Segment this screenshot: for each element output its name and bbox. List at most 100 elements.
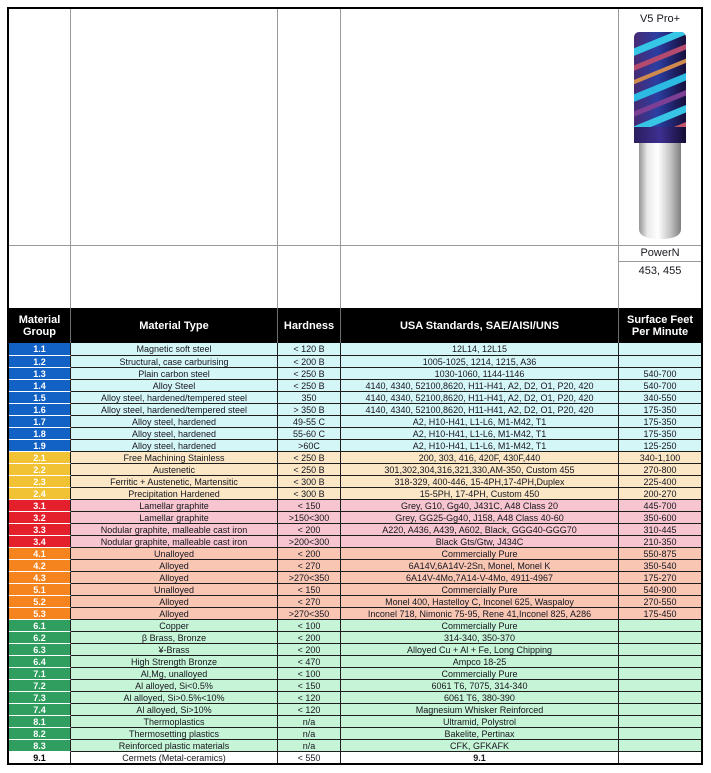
material-type-cell: Copper [71,619,278,631]
table-row: 1.4 Alloy Steel < 250 B 4140, 4340, 5210… [9,379,701,391]
product-name-label: V5 Pro+ [639,13,681,25]
sfm-cell [619,715,701,727]
material-group-cell: 3.4 [9,535,71,547]
table-row: 2.1 Free Machining Stainless < 250 B 200… [9,451,701,463]
sfm-cell: 270-800 [619,463,701,475]
material-type-cell: β Brass, Bronze [71,631,278,643]
material-group-cell: 7.2 [9,679,71,691]
standards-cell: 301,302,304,316,321,330,AM-350, Custom 4… [341,463,619,475]
standards-cell: A2, H10-H41, L1-L6, M1-M42, T1 [341,415,619,427]
standards-cell: 4140, 4340, 52100,8620, H11-H41, A2, D2,… [341,379,619,391]
material-group-cell: 6.4 [9,655,71,667]
hardness-cell: < 200 [278,523,341,535]
sfm-cell: 340-550 [619,391,701,403]
sfm-cell: 175-350 [619,427,701,439]
table-row: 4.2 Alloyed < 270 6A14V,6A14V-2Sn, Monel… [9,559,701,571]
hardness-cell: < 120 B [278,343,341,355]
table-row: 6.4 High Strength Bronze < 470 Ampco 18-… [9,655,701,667]
hardness-cell: < 550 [278,751,341,763]
material-type-cell: Nodular graphite, malleable cast iron [71,523,278,535]
header-usa-standards: USA Standards, SAE/AISI/UNS [341,308,619,343]
hardness-cell: < 150 [278,583,341,595]
material-type-cell: Thermoplastics [71,715,278,727]
table-row: 9.1 Cermets (Metal-ceramics) < 550 9.1 [9,751,701,763]
hardness-cell: < 250 B [278,451,341,463]
standards-cell: 9.1 [341,751,619,763]
header-material-group: Material Group [9,308,71,343]
hardness-cell: n/a [278,715,341,727]
table-row: 7.3 Al alloyed, Si>0.5%<10% < 120 6061 T… [9,691,701,703]
table-row: 3.1 Lamellar graphite < 150 Grey, G10, G… [9,499,701,511]
material-group-cell: 3.2 [9,511,71,523]
material-group-cell: 1.9 [9,439,71,451]
material-group-cell: 3.1 [9,499,71,511]
table-row: 3.4 Nodular graphite, malleable cast iro… [9,535,701,547]
table-row: 3.3 Nodular graphite, malleable cast iro… [9,523,701,535]
material-group-cell: 4.1 [9,547,71,559]
sfm-cell: 175-350 [619,403,701,415]
material-group-cell: 8.2 [9,727,71,739]
table-row: 8.1 Thermoplastics n/a Ultramid, Polystr… [9,715,701,727]
standards-cell: 1005-1025, 1214, 1215, A36 [341,355,619,367]
sfm-cell [619,343,701,355]
material-type-cell: Alloyed [71,607,278,619]
end-mill-graphic [634,32,686,239]
sfm-cell: 200-270 [619,487,701,499]
material-type-cell: Alloyed [71,559,278,571]
material-type-cell: Nodular graphite, malleable cast iron [71,535,278,547]
sfm-cell: 445-700 [619,499,701,511]
sfm-cell [619,619,701,631]
hardness-cell: < 250 B [278,367,341,379]
material-type-cell: High Strength Bronze [71,655,278,667]
sfm-cell [619,355,701,367]
sfm-cell [619,667,701,679]
material-group-cell: 7.4 [9,703,71,715]
material-group-cell: 9.1 [9,751,71,763]
table-row: 3.2 Lamellar graphite >150<300 Grey, GG2… [9,511,701,523]
standards-cell: Magnesium Whisker Reinforced [341,703,619,715]
table-row: 1.8 Alloy steel, hardened 55-60 C A2, H1… [9,427,701,439]
sfm-cell: 225-400 [619,475,701,487]
table-row: 1.3 Plain carbon steel < 250 B 1030-1060… [9,367,701,379]
standards-cell: Commercially Pure [341,583,619,595]
hardness-cell: < 150 [278,499,341,511]
material-group-cell: 6.2 [9,631,71,643]
hardness-cell: n/a [278,739,341,751]
sfm-cell: 540-900 [619,583,701,595]
standards-cell: 1030-1060, 1144-1146 [341,367,619,379]
material-group-cell: 1.5 [9,391,71,403]
sfm-cell: 550-875 [619,547,701,559]
material-type-cell: Alloyed [71,571,278,583]
sfm-cell [619,703,701,715]
standards-cell: 6061 T6, 7075, 314-340 [341,679,619,691]
sfm-cell [619,643,701,655]
table-row: 1.5 Alloy steel, hardened/tempered steel… [9,391,701,403]
hardness-cell: < 120 [278,703,341,715]
hardness-cell: < 100 [278,667,341,679]
series-cell-type [71,246,278,308]
table-row: 4.1 Unalloyed < 200 Commercially Pure 55… [9,547,701,559]
hardness-cell: < 300 B [278,487,341,499]
table-row: 7.1 Al,Mg, unalloyed < 100 Commercially … [9,667,701,679]
material-type-cell: Cermets (Metal-ceramics) [71,751,278,763]
sfm-cell [619,691,701,703]
standards-cell: 4140, 4340, 52100,8620, H11-H41, A2, D2,… [341,391,619,403]
material-type-cell: Alloy steel, hardened/tempered steel [71,391,278,403]
sfm-cell [619,655,701,667]
table-row: 2.3 Ferritic + Austenetic, Martensitic <… [9,475,701,487]
table-row: 2.4 Precipitation Hardened < 300 B 15-5P… [9,487,701,499]
standards-cell: 4140, 4340, 52100,8620, H11-H41, A2, D2,… [341,403,619,415]
sfm-cell: 125-250 [619,439,701,451]
table-row: 1.7 Alloy steel, hardened 49-55 C A2, H1… [9,415,701,427]
series-name-label: PowerN [619,246,701,262]
material-type-cell: Al alloyed, Si>10% [71,703,278,715]
hardness-cell: < 270 [278,559,341,571]
series-cell-hardness [278,246,341,308]
material-type-cell: Alloy steel, hardened [71,427,278,439]
sfm-cell [619,679,701,691]
material-group-cell: 1.8 [9,427,71,439]
sfm-cell: 350-540 [619,559,701,571]
material-type-cell: ¥-Brass [71,643,278,655]
table-row: 5.2 Alloyed < 270 Monel 400, Hastelloy C… [9,595,701,607]
